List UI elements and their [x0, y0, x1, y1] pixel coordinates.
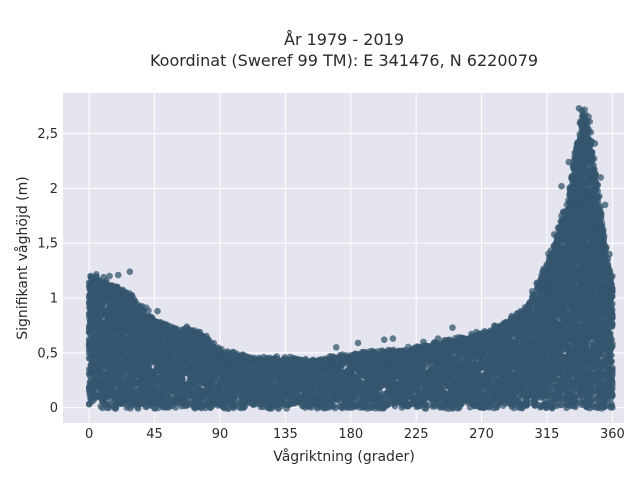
chart-subtitle: Koordinat (Sweref 99 TM): E 341476, N 62… — [150, 51, 538, 70]
chart-title: År 1979 - 2019 — [284, 30, 404, 49]
data-point — [111, 405, 118, 412]
